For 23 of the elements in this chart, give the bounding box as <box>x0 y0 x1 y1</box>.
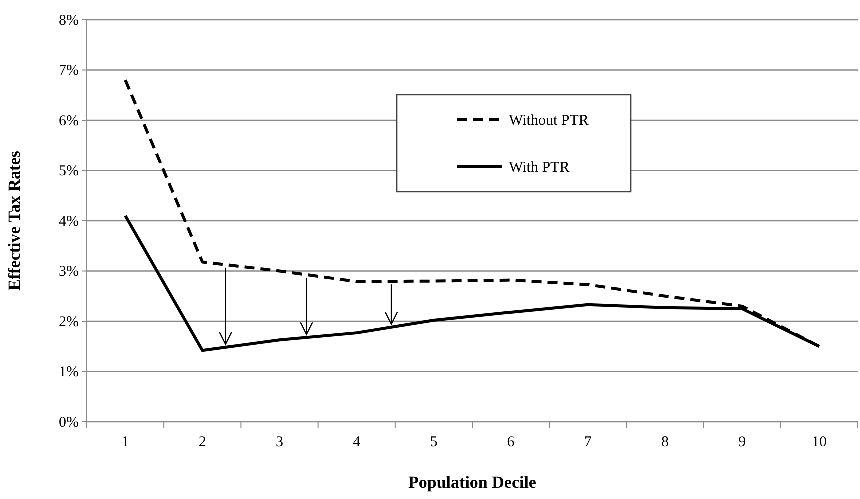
y-tick-label: 5% <box>59 164 79 180</box>
y-tick-label: 3% <box>59 264 79 280</box>
x-tick-label: 1 <box>122 434 130 451</box>
y-tick-label: 1% <box>59 364 79 381</box>
legend-label: Without PTR <box>509 113 589 129</box>
x-tick-label: 4 <box>353 434 362 451</box>
legend-label: With PTR <box>509 160 570 176</box>
y-tick-label: 6% <box>59 113 79 130</box>
y-tick-label: 7% <box>59 63 79 80</box>
x-tick-label: 9 <box>738 434 746 451</box>
x-axis-title: Population Decile <box>408 473 537 492</box>
x-tick-label: 2 <box>198 434 206 451</box>
y-axis-title: Effective Tax Rates <box>5 150 24 291</box>
x-tick-label: 8 <box>662 434 669 451</box>
x-tick-label: 5 <box>430 434 438 451</box>
x-tick-label: 3 <box>276 434 284 451</box>
x-tick-label: 10 <box>812 434 827 451</box>
x-tick-label: 7 <box>584 434 592 451</box>
y-tick-label: 8% <box>59 12 79 29</box>
y-tick-label: 0% <box>59 414 79 431</box>
y-tick-label: 4% <box>59 214 79 230</box>
x-tick-label: 6 <box>507 434 516 451</box>
y-tick-label: 2% <box>59 314 79 330</box>
